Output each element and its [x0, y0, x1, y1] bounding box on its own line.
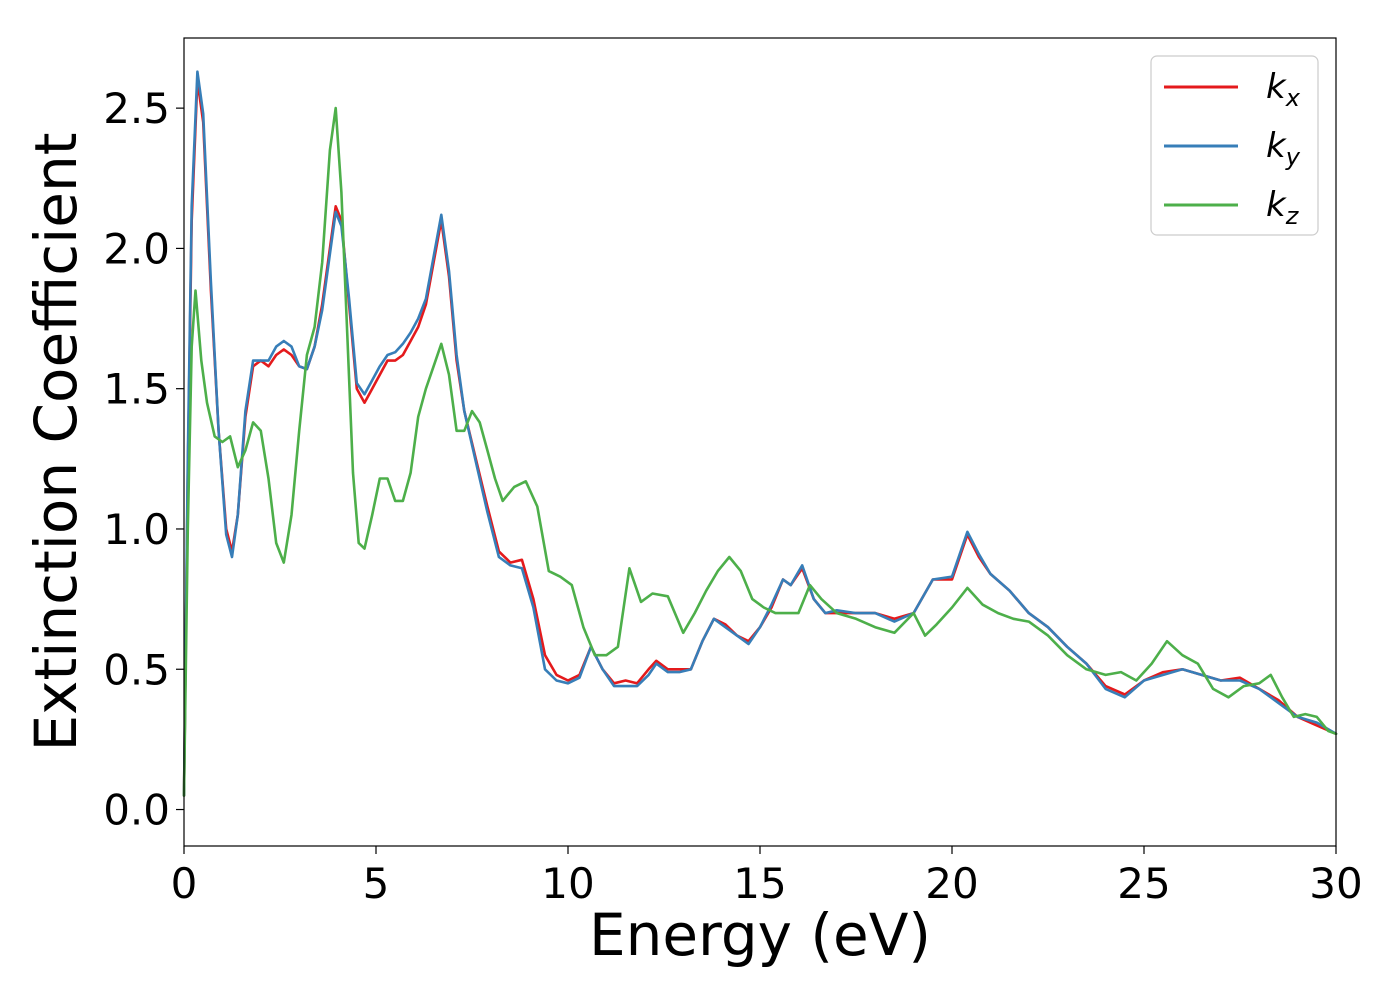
y-tick-label: 0.5 — [103, 645, 170, 694]
y-tick-label: 2.0 — [103, 224, 170, 273]
legend-label-x: kx — [1266, 67, 1301, 112]
x-tick-label: 10 — [541, 859, 594, 908]
legend: kx ky kz — [1150, 55, 1319, 236]
series-line-y — [182, 70, 1338, 797]
legend-label-y: ky — [1266, 126, 1301, 171]
x-tick-label: 25 — [1117, 859, 1170, 908]
y-axis-ticks: 0.0 0.5 1.0 1.5 2.0 2.5 — [103, 84, 184, 835]
x-tick-label: 0 — [171, 859, 198, 908]
y-tick-label: 1.5 — [103, 365, 170, 414]
y-axis-title: Extinction Coefficient — [22, 133, 90, 752]
x-tick-label: 15 — [733, 859, 786, 908]
x-tick-label: 20 — [925, 859, 978, 908]
series-line-z — [182, 106, 1338, 797]
x-axis-title: Energy (eV) — [589, 901, 931, 969]
y-tick-label: 2.5 — [103, 84, 170, 133]
y-tick-label: 1.0 — [103, 505, 170, 554]
x-tick-label: 5 — [363, 859, 390, 908]
legend-label-z: kz — [1266, 185, 1300, 230]
plot-background — [184, 38, 1336, 846]
y-tick-label: 0.0 — [103, 786, 170, 835]
x-tick-label: 30 — [1309, 859, 1362, 908]
series-layer — [182, 70, 1338, 797]
x-axis-ticks: 0 5 10 15 20 25 30 — [171, 846, 1363, 908]
